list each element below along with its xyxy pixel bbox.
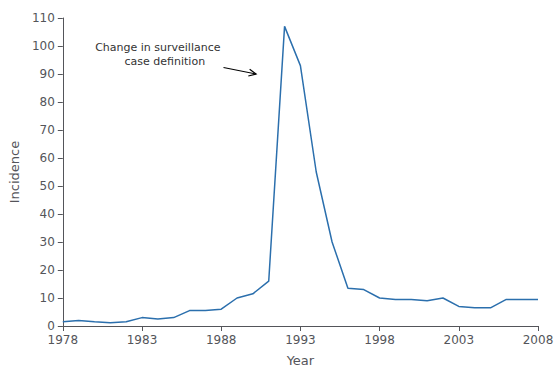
svg-text:Change in surveillance: Change in surveillance <box>95 41 221 54</box>
svg-text:0: 0 <box>47 319 55 333</box>
svg-text:2003: 2003 <box>444 333 475 347</box>
svg-text:Incidence: Incidence <box>7 141 22 203</box>
svg-text:110: 110 <box>32 11 55 25</box>
svg-text:50: 50 <box>40 179 55 193</box>
svg-text:1983: 1983 <box>127 333 158 347</box>
svg-text:case definition: case definition <box>111 55 206 68</box>
svg-text:10: 10 <box>40 291 55 305</box>
svg-text:40: 40 <box>40 207 55 221</box>
svg-text:Year: Year <box>286 353 315 368</box>
svg-text:20: 20 <box>40 263 55 277</box>
svg-text:1978: 1978 <box>48 333 79 347</box>
svg-text:1993: 1993 <box>285 333 316 347</box>
svg-text:30: 30 <box>40 235 55 249</box>
svg-text:100: 100 <box>32 39 55 53</box>
svg-text:90: 90 <box>40 67 55 81</box>
svg-text:60: 60 <box>40 151 55 165</box>
svg-text:2008: 2008 <box>523 333 554 347</box>
svg-text:1988: 1988 <box>206 333 237 347</box>
svg-text:80: 80 <box>40 95 55 109</box>
svg-text:1998: 1998 <box>364 333 395 347</box>
svg-text:70: 70 <box>40 123 55 137</box>
